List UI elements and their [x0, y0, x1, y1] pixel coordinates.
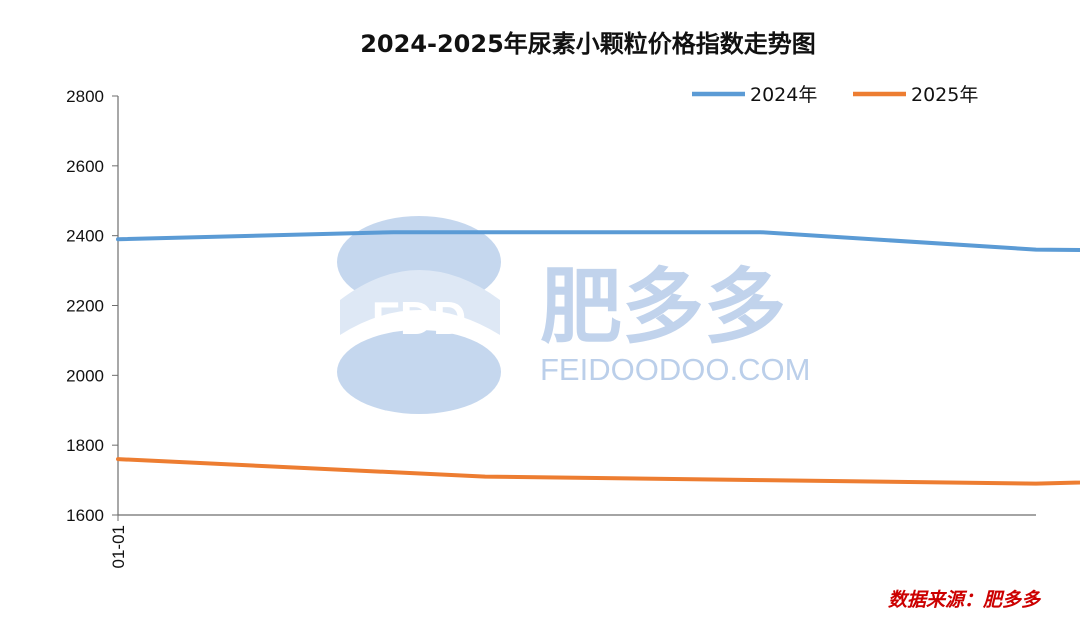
- series-line-2025: [116, 457, 1080, 486]
- legend-label-2025: 2025年: [911, 84, 978, 106]
- x-tick-label: 01-01: [109, 525, 128, 568]
- y-axis: 1600 1800 2000 2200 2400 2600 2800: [66, 87, 118, 525]
- y-tick-label: 2800: [66, 87, 104, 106]
- y-tick-label: 2400: [66, 227, 104, 246]
- y-tick-label: 2200: [66, 297, 104, 316]
- y-tick-label: 1800: [66, 436, 104, 455]
- y-tick-label: 1600: [66, 506, 104, 525]
- source-note: 数据来源：肥多多: [888, 589, 1042, 611]
- watermark: FDD 肥多多 FEIDOODOO.COM: [337, 216, 810, 414]
- watermark-name-cn: 肥多多: [540, 260, 786, 355]
- x-axis: 01-0101-1501-2902-1202-2603-1203-2604-09…: [109, 515, 128, 568]
- legend: 2024年 2025年: [692, 84, 978, 106]
- y-tick-label: 2000: [66, 366, 104, 385]
- legend-label-2024: 2024年: [750, 84, 817, 106]
- chart-title: 2024-2025年尿素小颗粒价格指数走势图: [360, 30, 816, 58]
- watermark-logo-icon: [337, 216, 501, 414]
- watermark-name-en: FEIDOODOO.COM: [540, 352, 810, 387]
- y-tick-label: 2600: [66, 157, 104, 176]
- watermark-logo-text: FDD: [372, 292, 467, 344]
